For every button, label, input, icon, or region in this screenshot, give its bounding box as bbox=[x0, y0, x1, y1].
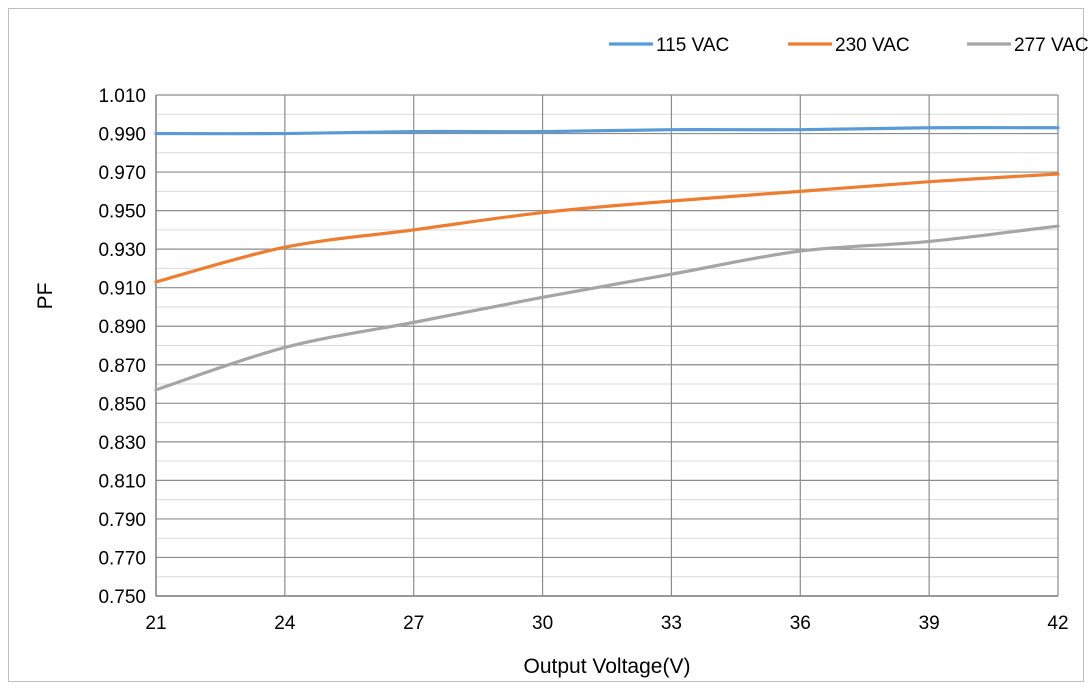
legend-label: 115 VAC bbox=[656, 35, 729, 56]
y-tick-label: 0.890 bbox=[98, 317, 146, 338]
y-tick-label: 0.870 bbox=[98, 356, 146, 377]
y-tick-label: 0.790 bbox=[98, 510, 146, 531]
y-tick-label: 0.930 bbox=[98, 240, 146, 261]
x-tick-label: 33 bbox=[661, 613, 682, 634]
x-axis-title: Output Voltage(V) bbox=[524, 655, 691, 678]
series-lines bbox=[154, 126, 1060, 392]
y-tick-labels: 0.750 0.770 0.790 0.810 0.830 0.850 0.870 0.890… bbox=[98, 86, 146, 608]
y-tick-label: 0.830 bbox=[98, 433, 146, 454]
y-tick-label: 0.910 bbox=[98, 279, 146, 300]
x-tick-label: 39 bbox=[919, 613, 940, 634]
y-tick-label: 0.850 bbox=[98, 394, 146, 415]
legend: 115 VAC 230 VAC 277 VAC bbox=[609, 35, 1089, 56]
legend-label: 230 VAC bbox=[835, 35, 910, 56]
y-tick-label: 0.750 bbox=[98, 587, 146, 608]
x-tick-label: 42 bbox=[1047, 613, 1068, 634]
x-tick-label: 30 bbox=[532, 613, 553, 634]
y-tick-label: 0.770 bbox=[98, 548, 146, 569]
y-tick-label: 0.990 bbox=[98, 125, 146, 146]
y-tick-label: 0.810 bbox=[98, 471, 146, 492]
x-tick-label: 21 bbox=[145, 613, 166, 634]
legend-label: 277 VAC bbox=[1014, 35, 1089, 56]
x-tick-label: 36 bbox=[790, 613, 811, 634]
grid-lines bbox=[155, 94, 1059, 597]
series-line-1 bbox=[154, 126, 1060, 136]
x-tick-label: 24 bbox=[274, 613, 296, 634]
x-tick-labels: 21 24 27 30 33 36 39 42 bbox=[145, 613, 1068, 634]
y-tick-label: 0.950 bbox=[98, 202, 146, 223]
y-tick-label: 1.010 bbox=[98, 86, 146, 107]
y-axis-title: PF bbox=[34, 283, 57, 310]
series-line-3 bbox=[154, 224, 1060, 392]
y-tick-label: 0.970 bbox=[98, 163, 146, 184]
x-tick-label: 27 bbox=[403, 613, 424, 634]
series-line-2 bbox=[154, 172, 1060, 284]
